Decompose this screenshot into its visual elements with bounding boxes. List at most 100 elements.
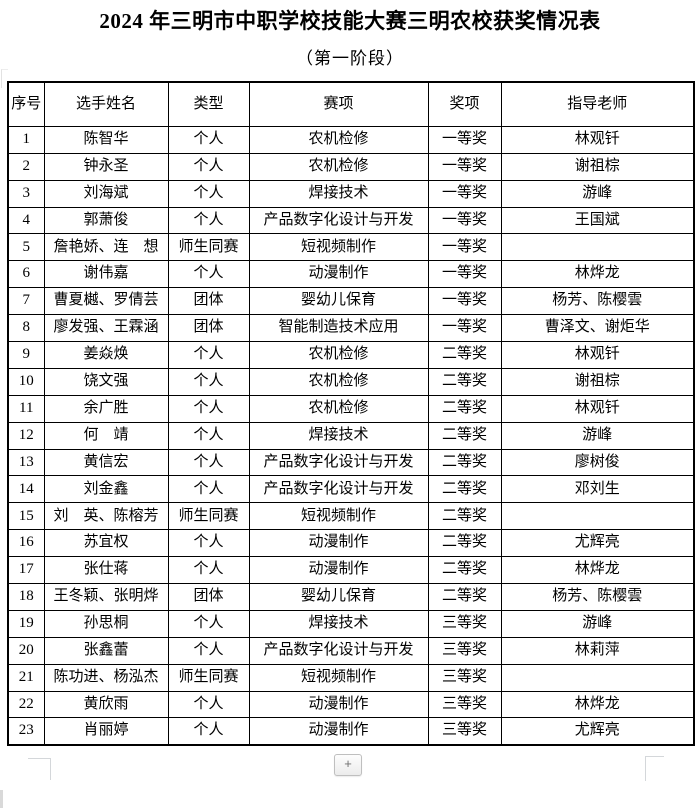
cell-award[interactable]: 一等奖 [427,260,502,289]
cell-index[interactable]: 2 [7,152,45,181]
cell-event[interactable]: 短视频制作 [248,502,429,531]
cell-award[interactable]: 二等奖 [427,582,502,611]
cell-index[interactable]: 20 [7,636,45,665]
cell-index[interactable]: 10 [7,367,45,396]
cell-index[interactable]: 13 [7,448,45,477]
cell-name[interactable]: 詹艳娇、连 想 [43,233,169,262]
cell-teacher[interactable]: 游峰 [500,609,695,638]
cell-teacher[interactable] [500,502,695,531]
cell-index[interactable]: 18 [7,582,45,611]
cell-type[interactable]: 个人 [167,448,250,477]
cell-event[interactable]: 短视频制作 [248,663,429,692]
header-type[interactable]: 类型 [167,81,250,127]
cell-name[interactable]: 陈智华 [43,125,169,154]
cell-index[interactable]: 6 [7,260,45,289]
cell-name[interactable]: 刘金鑫 [43,475,169,504]
doc-title[interactable]: 2024 年三明市中职学校技能大赛三明农校获奖情况表 [99,9,601,33]
cell-type[interactable]: 个人 [167,179,250,208]
cell-event[interactable]: 婴幼儿保育 [248,287,429,316]
cell-teacher[interactable]: 谢祖棕 [500,367,695,396]
cell-award[interactable]: 三等奖 [427,663,502,692]
cell-index[interactable]: 1 [7,125,45,154]
cell-event[interactable]: 焊接技术 [248,609,429,638]
cell-event[interactable]: 婴幼儿保育 [248,582,429,611]
cell-type[interactable]: 团体 [167,287,250,316]
cell-teacher[interactable]: 廖树俊 [500,448,695,477]
cell-type[interactable]: 个人 [167,421,250,450]
cell-type[interactable]: 个人 [167,717,250,746]
cell-name[interactable]: 廖发强、王霖涵 [43,314,169,342]
cell-type[interactable]: 个人 [167,556,250,584]
cell-award[interactable]: 二等奖 [427,529,502,558]
cell-index[interactable]: 7 [7,287,45,316]
cell-type[interactable]: 个人 [167,690,250,719]
cell-index[interactable]: 4 [7,206,45,235]
cell-index[interactable]: 12 [7,421,45,450]
cell-teacher[interactable] [500,663,695,692]
cell-teacher[interactable] [500,233,695,262]
cell-type[interactable]: 师生同赛 [167,663,250,692]
cell-type[interactable]: 个人 [167,152,250,181]
cell-index[interactable]: 23 [7,717,45,746]
cell-award[interactable]: 一等奖 [427,233,502,262]
cell-event[interactable]: 动漫制作 [248,556,429,584]
cell-name[interactable]: 刘海斌 [43,179,169,208]
cell-name[interactable]: 余广胜 [43,394,169,423]
cell-award[interactable]: 二等奖 [427,421,502,450]
cell-award[interactable]: 三等奖 [427,690,502,719]
cell-teacher[interactable]: 游峰 [500,179,695,208]
cell-name[interactable]: 王冬颖、张明烨 [43,582,169,611]
cell-event[interactable]: 产品数字化设计与开发 [248,636,429,665]
cell-name[interactable]: 郭萧俊 [43,206,169,235]
cell-award[interactable]: 二等奖 [427,448,502,477]
cell-index[interactable]: 16 [7,529,45,558]
cell-index[interactable]: 17 [7,556,45,584]
cell-event[interactable]: 焊接技术 [248,179,429,208]
cell-award[interactable]: 一等奖 [427,152,502,181]
cell-teacher[interactable]: 林烨龙 [500,260,695,289]
cell-award[interactable]: 一等奖 [427,179,502,208]
cell-name[interactable]: 谢伟嘉 [43,260,169,289]
cell-award[interactable]: 二等奖 [427,340,502,369]
cell-teacher[interactable]: 林莉萍 [500,636,695,665]
cell-teacher[interactable]: 林烨龙 [500,690,695,719]
cell-award[interactable]: 一等奖 [427,206,502,235]
cell-name[interactable]: 何 靖 [43,421,169,450]
cell-name[interactable]: 孙思桐 [43,609,169,638]
cell-name[interactable]: 张仕蒋 [43,556,169,584]
cell-name[interactable]: 饶文强 [43,367,169,396]
cell-index[interactable]: 3 [7,179,45,208]
cell-award[interactable]: 一等奖 [427,125,502,154]
cell-name[interactable]: 肖丽婷 [43,717,169,746]
cell-teacher[interactable]: 林烨龙 [500,556,695,584]
cell-event[interactable]: 短视频制作 [248,233,429,262]
cell-type[interactable]: 师生同赛 [167,233,250,262]
cell-event[interactable]: 动漫制作 [248,717,429,746]
cell-name[interactable]: 苏宜权 [43,529,169,558]
cell-teacher[interactable]: 林观钎 [500,340,695,369]
cell-award[interactable]: 二等奖 [427,394,502,423]
header-teacher[interactable]: 指导老师 [500,81,695,127]
cell-event[interactable]: 动漫制作 [248,260,429,289]
cell-award[interactable]: 二等奖 [427,502,502,531]
cell-index[interactable]: 14 [7,475,45,504]
cell-teacher[interactable]: 游峰 [500,421,695,450]
cell-type[interactable]: 个人 [167,367,250,396]
cell-type[interactable]: 个人 [167,394,250,423]
cell-award[interactable]: 一等奖 [427,287,502,316]
cell-event[interactable]: 农机检修 [248,152,429,181]
table-insert-plus-button[interactable]: + [334,754,362,776]
cell-type[interactable]: 个人 [167,475,250,504]
cell-event[interactable]: 农机检修 [248,340,429,369]
cell-award[interactable]: 一等奖 [427,314,502,342]
cell-event[interactable]: 产品数字化设计与开发 [248,448,429,477]
header-name[interactable]: 选手姓名 [43,81,169,127]
cell-award[interactable]: 二等奖 [427,367,502,396]
cell-award[interactable]: 二等奖 [427,475,502,504]
cell-type[interactable]: 个人 [167,125,250,154]
cell-name[interactable]: 曹夏樾、罗倩芸 [43,287,169,316]
cell-teacher[interactable]: 邓刘生 [500,475,695,504]
cell-teacher[interactable]: 杨芳、陈樱雲 [500,287,695,316]
cell-award[interactable]: 三等奖 [427,636,502,665]
cell-event[interactable]: 农机检修 [248,125,429,154]
